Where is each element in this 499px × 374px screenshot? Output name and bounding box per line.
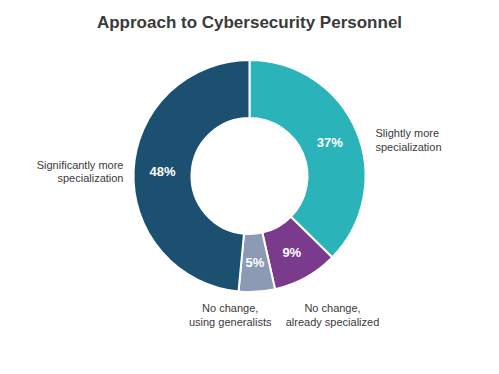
data-label: 9% [282,245,301,260]
chart-svg: Approach to Cybersecurity Personnel 37% 9%… [0,0,499,374]
data-label: 48% [150,164,176,179]
data-label: 37% [317,135,343,150]
title: Approach to Cybersecurity Personnel [97,13,402,32]
category-label: Slightly morespecialization [376,127,442,153]
category-label: No change,already specialized [286,302,380,328]
slice [250,60,366,257]
background [0,0,499,374]
slice [134,60,250,291]
data-label: 5% [246,255,265,270]
category-label: Significantly morespecialization [37,159,124,185]
slices [134,60,366,292]
chart-container: Approach to Cybersecurity Personnel 37% 9%… [0,0,499,374]
labels: 37% 9% 5% 48% Slightly morespecialization No … [37,127,442,328]
category-label: No change,using generalists [189,302,272,328]
